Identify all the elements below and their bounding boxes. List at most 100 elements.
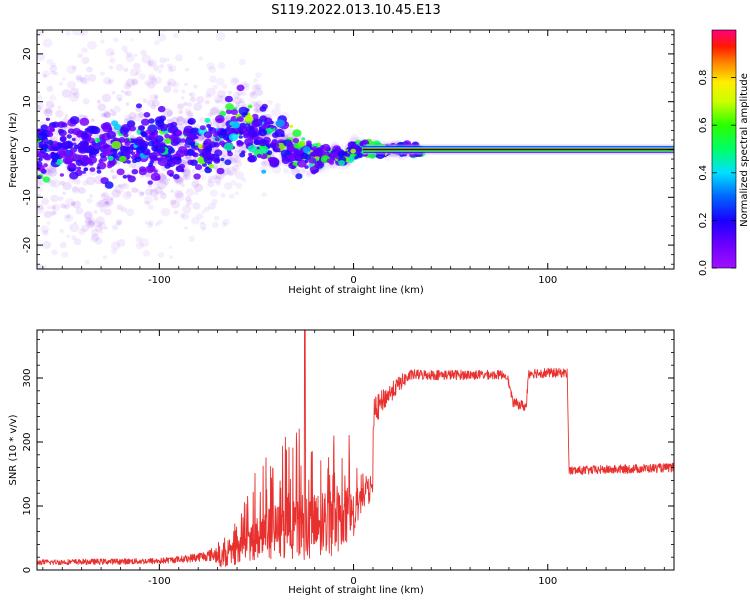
spectrogram-cell [111, 111, 117, 117]
spectrogram-cell [216, 167, 225, 175]
spectrogram-cell [42, 240, 51, 249]
spectrogram-cell [81, 224, 90, 232]
spectrogram-cell [302, 146, 311, 154]
spectrogram-cell [116, 239, 126, 247]
spectrogram-cell [157, 33, 167, 42]
spectrogram-cell [100, 199, 110, 208]
spectrogram-cell [79, 140, 89, 148]
spectrogram-cell [69, 223, 80, 233]
spectrogram-cell [46, 85, 54, 92]
spectrogram-cell [115, 219, 123, 225]
spectrogram-cell [70, 87, 79, 96]
spectrogram-cell [149, 75, 157, 83]
spectrogram-y-tick-label: 10 [22, 95, 33, 108]
spectrogram-cell [94, 137, 101, 143]
spectrogram-cell [206, 124, 212, 128]
spectrogram-cell [194, 164, 203, 171]
spectrogram-cell [39, 31, 45, 37]
spectrogram-cell [119, 155, 127, 162]
spectrogram-cell [142, 249, 151, 257]
spectrogram-cell [94, 224, 103, 232]
spectrogram-cell [314, 168, 319, 173]
spectrogram-cell [103, 195, 113, 205]
spectrogram-cell [237, 100, 246, 109]
spectrogram-cell [103, 110, 110, 117]
spectrogram-cell [37, 242, 42, 250]
spectrogram-cell [212, 84, 218, 90]
spectrogram-cell [86, 198, 93, 204]
spectrogram-cell [292, 138, 300, 144]
spectrogram-cell [206, 87, 216, 97]
spectrogram-cell [111, 91, 116, 95]
spectrogram-cell [193, 102, 203, 111]
spectrogram-cell [50, 194, 59, 203]
spectrogram-cell [204, 166, 212, 174]
spectrogram-cell [187, 117, 196, 125]
spectrogram-cell [51, 179, 61, 188]
spectrogram-cell [109, 108, 114, 113]
snr-y-label: SNR (10 * v/v) [8, 414, 19, 485]
spectrogram-cell [110, 197, 114, 201]
spectrogram-cell [45, 117, 51, 122]
spectrogram-cell [144, 221, 149, 225]
spectrogram-cell [235, 182, 243, 189]
spectrogram-cell [65, 31, 71, 36]
spectrogram-cell [244, 138, 254, 146]
spectrogram-cell [255, 72, 262, 78]
spectrogram-cell [99, 134, 106, 140]
spectrogram-cell [247, 129, 258, 138]
snr-plot-area [37, 330, 674, 570]
spectrogram-cell [172, 81, 180, 88]
spectrogram-cell [261, 169, 267, 174]
spectrogram-cell [85, 217, 93, 224]
spectrogram-cell [47, 131, 53, 136]
spectrogram-cell [215, 175, 222, 181]
spectrogram-cell [167, 63, 173, 69]
spectrogram-cell [66, 65, 77, 74]
spectrogram-cell [227, 166, 237, 176]
spectrogram-cell [125, 90, 132, 97]
spectrogram-cell [167, 147, 175, 154]
spectrogram-cell [233, 96, 242, 105]
spectrogram-cell [204, 99, 210, 105]
spectrogram-cell [189, 132, 197, 139]
spectrogram-cell [72, 30, 82, 36]
spectrogram-cell [212, 166, 218, 171]
spectrogram-cell [204, 206, 210, 212]
spectrogram-cell [71, 65, 77, 70]
spectrogram-cell [101, 93, 112, 103]
spectrogram-y-tick-label: 0 [22, 146, 33, 152]
spectrogram-cell [76, 166, 82, 171]
snr-line [37, 330, 674, 568]
spectrogram-cell [51, 121, 60, 128]
spectrogram-cell [82, 98, 90, 105]
spectrogram-cell [61, 251, 69, 258]
spectrogram-cell [184, 138, 194, 146]
spectrogram-cell [83, 167, 88, 171]
spectrogram-cell [44, 108, 53, 117]
spectrogram-cell [50, 210, 56, 216]
spectrogram-cell [75, 169, 83, 176]
spectrogram-cell [274, 147, 281, 153]
spectrogram-cell [143, 196, 153, 205]
spectrogram-cell [280, 133, 285, 138]
spectrogram-cell [142, 98, 148, 104]
spectrogram-cell [160, 191, 166, 196]
spectrogram-cell [67, 80, 76, 89]
spectrogram-cell [306, 140, 312, 146]
spectrogram-cell [125, 190, 132, 197]
spectrogram-cell [183, 82, 188, 87]
spectrogram-cell [159, 64, 164, 69]
spectrogram-cell [210, 106, 220, 115]
spectrogram-cell [206, 62, 215, 70]
spectrogram-cell [291, 165, 296, 169]
spectrogram-cell [52, 12, 55, 15]
spectrogram-cell [138, 191, 145, 197]
spectrogram-cell [193, 173, 201, 180]
spectrogram-cell [106, 130, 117, 140]
spectrogram-cell [118, 137, 126, 143]
spectrogram-cell [234, 191, 239, 196]
spectrogram-cell [227, 90, 233, 95]
spectrogram-cell [102, 255, 108, 260]
spectrogram-cell [111, 140, 122, 150]
